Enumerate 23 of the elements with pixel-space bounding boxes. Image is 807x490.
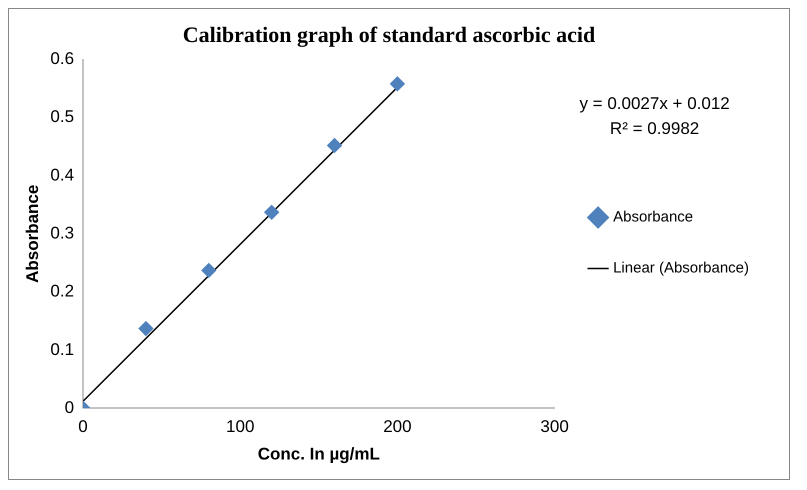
y-tick-label: 0.2 bbox=[50, 282, 74, 301]
chart-title: Calibration graph of standard ascorbic acid bbox=[182, 22, 596, 47]
legend-label: Absorbance bbox=[613, 208, 694, 226]
point bbox=[264, 204, 280, 220]
x-tick-label: 200 bbox=[383, 417, 412, 436]
y-tick-label: 0.4 bbox=[50, 165, 74, 184]
legend-label: Linear (Absorbance) bbox=[613, 260, 750, 277]
y-tick-label: 0.5 bbox=[50, 107, 74, 126]
point bbox=[138, 321, 154, 336]
y-tick-label: 0.1 bbox=[50, 340, 74, 359]
x-tick-label: 0 bbox=[78, 417, 88, 436]
text: y = 0.0027x + 0.012 bbox=[579, 94, 730, 114]
text: R² = 0.9982 bbox=[610, 119, 700, 138]
point bbox=[201, 262, 216, 278]
y-tick-label: 0.3 bbox=[50, 223, 74, 242]
point bbox=[390, 76, 405, 92]
y-tick-label: 0 bbox=[64, 398, 74, 417]
y-axis-title: Absorbance bbox=[22, 184, 42, 283]
point bbox=[327, 138, 342, 153]
x-tick-label: 300 bbox=[540, 417, 569, 436]
x-axis-title: Conc. In µg/mL bbox=[258, 444, 380, 464]
x-tick-label: 100 bbox=[226, 417, 254, 436]
y-tick-label: 0.6 bbox=[50, 49, 74, 68]
